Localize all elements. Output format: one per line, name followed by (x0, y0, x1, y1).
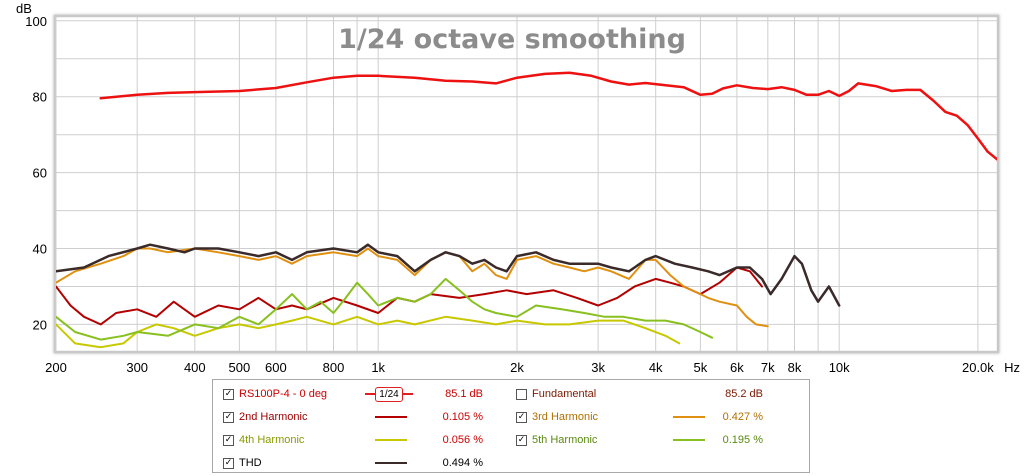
plot-frame (53, 14, 1000, 354)
smoothing-badge[interactable]: 1/24 (375, 387, 403, 402)
legend-checkbox[interactable]: ✓ (516, 411, 527, 423)
grid (55, 17, 997, 351)
x-axis-unit: Hz (1004, 360, 1020, 375)
legend-row: ✓ 4th Harmonic 0.056 % ✓ 5th Harmonic 0.195 % (213, 430, 809, 450)
series-group (56, 71, 997, 349)
y-tick-label: 80 (33, 90, 47, 105)
legend-line-sample (375, 416, 407, 418)
legend-series-name: 2nd Harmonic (239, 411, 308, 423)
legend-series-name: 3rd Harmonic (532, 411, 599, 423)
legend-item: ✓ 3rd Harmonic (516, 407, 598, 427)
series-line-3rd-harmonic (56, 247, 769, 328)
legend-checkbox[interactable]: ✓ (223, 457, 234, 469)
x-tick-label: 7k (761, 360, 775, 375)
legend-value: 0.105 % (442, 411, 483, 423)
y-axis-ticks: 100 80 60 40 20 (25, 14, 47, 333)
legend-checkbox[interactable] (516, 388, 527, 400)
legend-series-name: THD (239, 457, 262, 469)
chart-title: 1/24 octave smoothing (338, 24, 686, 55)
legend-item: ✓ RS100P-4 - 0 deg (223, 384, 327, 404)
legend-series-name: RS100P-4 - 0 deg (239, 388, 328, 400)
y-tick-label: 20 (33, 317, 47, 332)
x-tick-label: 4k (649, 360, 663, 375)
series-line-5th-harmonic (56, 277, 714, 341)
x-tick-label: 8k (788, 360, 802, 375)
x-tick-label: 6k (730, 360, 744, 375)
legend-row: ✓ 2nd Harmonic 0.105 % ✓ 3rd Harmonic 0.427 % (213, 407, 809, 427)
y-tick-label: 100 (25, 14, 47, 29)
y-axis-unit: dB (16, 1, 32, 16)
legend-checkbox[interactable]: ✓ (223, 411, 234, 423)
legend-row: ✓ RS100P-4 - 0 deg 1/24 85.1 dB Fundamental 8… (213, 384, 809, 404)
legend: ✓ RS100P-4 - 0 deg 1/24 85.1 dB Fundamental 8… (212, 379, 810, 473)
frequency-response-chart: 1/24 octave smoothing 100 80 60 40 20 200 300… (16, 1, 1020, 375)
legend-item: ✓ 4th Harmonic (223, 430, 304, 450)
x-tick-label: 800 (323, 360, 345, 375)
legend-line-sample (375, 462, 407, 464)
legend-item: ✓ 5th Harmonic (516, 430, 597, 450)
legend-value: 85.2 dB (725, 388, 763, 400)
x-tick-label: 500 (229, 360, 251, 375)
series-line-4th-harmonic (56, 315, 681, 349)
x-tick-label: 300 (126, 360, 148, 375)
legend-value: 0.195 % (722, 434, 763, 446)
x-tick-label: 200 (45, 360, 67, 375)
legend-line-sample (673, 439, 705, 441)
x-tick-label: 20.0k (962, 360, 994, 375)
legend-series-name: 4th Harmonic (239, 434, 305, 446)
legend-series-name: 5th Harmonic (532, 434, 598, 446)
legend-line-sample (673, 416, 705, 418)
legend-row: ✓ THD 0.494 % (213, 453, 809, 473)
legend-item: ✓ THD (223, 453, 262, 473)
x-tick-label: 400 (184, 360, 206, 375)
x-tick-label: 2k (510, 360, 524, 375)
series-line-rs100p-4-0-deg (99, 71, 997, 161)
x-tick-label: 5k (694, 360, 708, 375)
legend-value: 85.1 dB (445, 388, 483, 400)
legend-checkbox[interactable]: ✓ (223, 434, 234, 446)
legend-item: Fundamental (516, 384, 596, 404)
legend-checkbox[interactable]: ✓ (223, 388, 234, 400)
legend-checkbox[interactable]: ✓ (516, 434, 527, 446)
x-axis-ticks: 200 300 400 500 600 800 1k 2k 3k 4k 5k 6k 7k 8k 10k 20.… (45, 360, 994, 375)
legend-series-name: Fundamental (532, 388, 597, 400)
x-tick-label: 1k (371, 360, 385, 375)
legend-value: 0.494 % (442, 457, 483, 469)
x-tick-label: 3k (591, 360, 605, 375)
legend-line-sample (375, 439, 407, 441)
x-tick-label: 600 (265, 360, 287, 375)
y-tick-label: 60 (33, 166, 47, 181)
legend-value: 0.427 % (722, 411, 763, 423)
legend-item: ✓ 2nd Harmonic (223, 407, 307, 427)
legend-value: 0.056 % (442, 434, 483, 446)
series-line-thd (56, 243, 841, 307)
y-tick-label: 40 (33, 242, 47, 257)
x-tick-label: 10k (829, 360, 850, 375)
